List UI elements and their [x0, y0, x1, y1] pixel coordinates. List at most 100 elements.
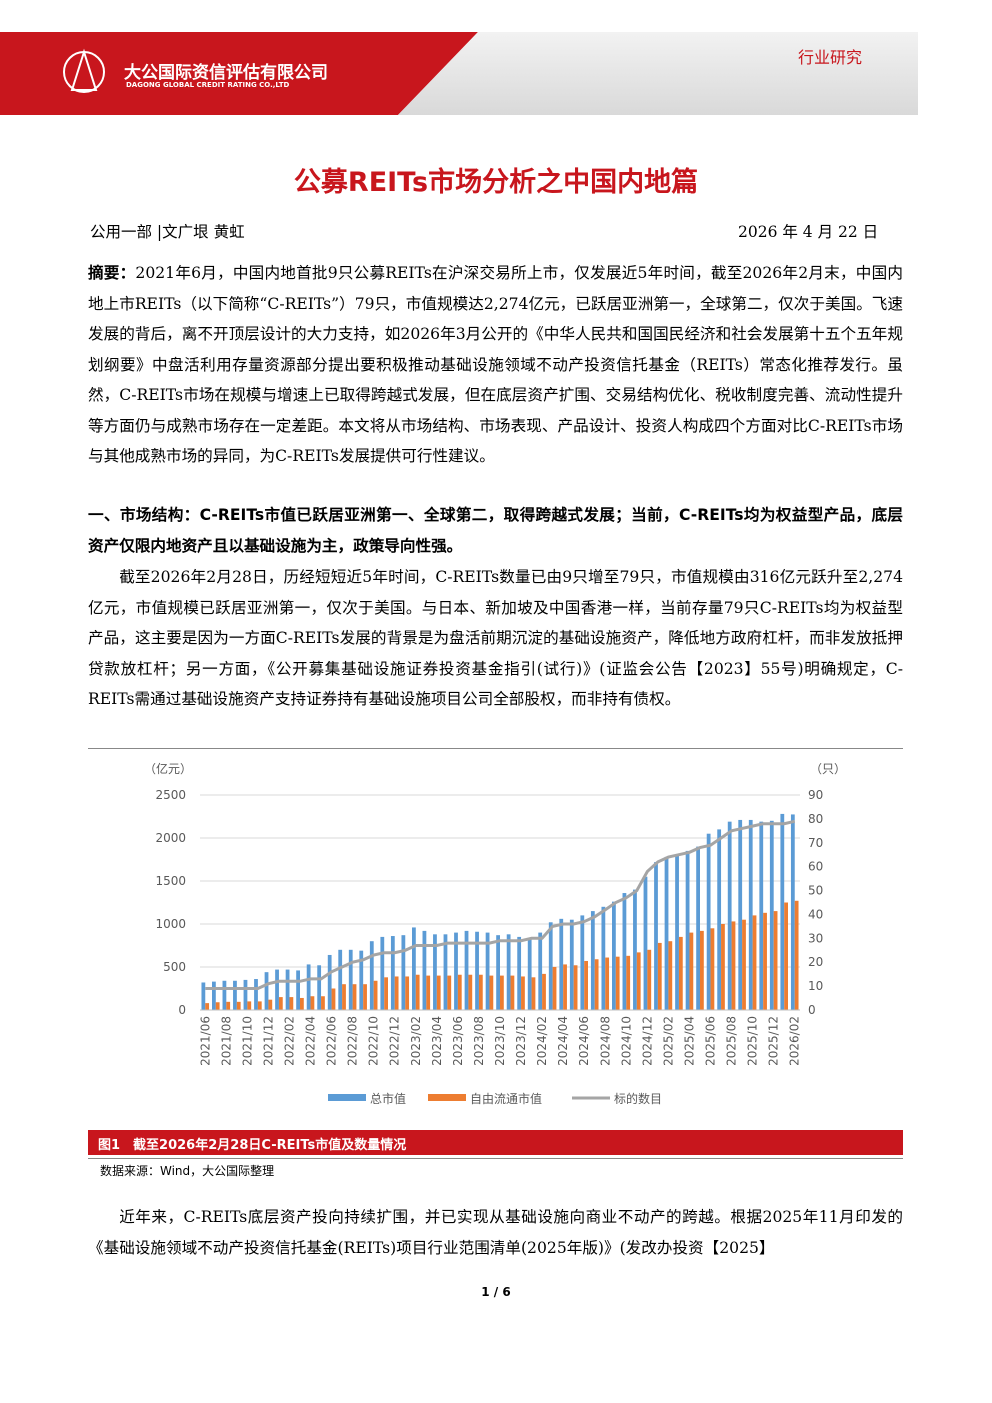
y-unit: （亿元）: [144, 761, 192, 776]
bar: [573, 965, 578, 1010]
bar: [257, 1001, 262, 1010]
bar: [485, 932, 490, 1010]
bar: [763, 912, 767, 1010]
bar: [784, 902, 788, 1010]
bar: [300, 997, 304, 1010]
x-tick-label: 2022/08: [346, 1016, 360, 1066]
bar: [580, 915, 585, 1010]
abstract: 摘要：2021年6月，中国内地首批9只公募REITs在沪深交易所上市，仅发展近5…: [88, 258, 903, 472]
bar: [401, 935, 406, 1010]
legend-label: 自由流通市值: [470, 1091, 542, 1106]
y-tick-label: 1500: [155, 874, 186, 888]
bar: [215, 1002, 220, 1010]
figure-caption: 图1 截至2026年2月28日C-REITs市值及数量情况: [98, 1138, 407, 1153]
y2-unit: （只）: [810, 762, 846, 776]
bar: [531, 977, 536, 1010]
bar: [352, 984, 357, 1010]
x-tick-label: 2024/08: [598, 1016, 612, 1066]
bar: [664, 856, 669, 1010]
bar: [626, 955, 631, 1010]
y-tick-label: 1000: [155, 917, 186, 931]
bar: [369, 941, 374, 1010]
bar: [510, 975, 515, 1010]
legend-label: 总市值: [370, 1091, 406, 1106]
bar: [584, 960, 588, 1010]
x-tick-label: 2024/04: [556, 1016, 570, 1066]
bar: [622, 893, 627, 1010]
bar: [205, 1003, 210, 1010]
bar: [285, 969, 290, 1010]
chart: （亿元） （只） 0 500 1000 1500 2000 2500 0 10 20 30 40 50 60…: [144, 761, 846, 1106]
bar: [338, 949, 343, 1010]
x-tick-label: 2022/06: [325, 1016, 339, 1066]
rule: [88, 748, 903, 749]
bar: [348, 949, 353, 1010]
x-tick-label: 2021/06: [198, 1016, 212, 1066]
bar: [306, 964, 311, 1010]
abstract-label: 摘要：: [88, 263, 136, 282]
bar: [310, 996, 315, 1010]
header-art: [0, 32, 918, 115]
bar: [436, 975, 441, 1010]
x-tick-label: 2023/12: [514, 1016, 528, 1066]
bar: [685, 850, 690, 1010]
bar: [731, 921, 736, 1010]
x-tick-label: 2022/10: [367, 1016, 381, 1066]
x-tick-label: 2025/10: [746, 1016, 760, 1066]
x-tick-label: 2023/08: [472, 1016, 486, 1066]
title: 公募REITs市场分析之中国内地篇: [293, 167, 699, 198]
bar: [615, 956, 620, 1010]
bar: [464, 930, 469, 1010]
bar: [657, 942, 662, 1010]
x-tick-label: 2023/06: [451, 1016, 465, 1066]
x-tick-label: 2024/12: [640, 1016, 654, 1066]
bar: [405, 976, 410, 1010]
bar: [590, 911, 595, 1010]
x-tick-label: 2022/04: [304, 1016, 318, 1066]
bar: [506, 934, 511, 1010]
x-tick-label: 2025/08: [725, 1016, 739, 1066]
caption-bar: [88, 1130, 903, 1155]
bar: [769, 820, 774, 1010]
x-tick-label: 2023/04: [430, 1016, 444, 1066]
y2-tick-label: 20: [808, 955, 823, 969]
legend-swatch: [328, 1094, 366, 1101]
bar: [527, 938, 532, 1010]
bar: [521, 976, 525, 1010]
bar: [394, 976, 399, 1010]
y2-tick-label: 50: [808, 884, 823, 898]
y-tick-label: 500: [163, 960, 186, 974]
bar: [264, 972, 269, 1010]
bar: [426, 975, 431, 1010]
bar: [612, 901, 616, 1010]
bar: [289, 997, 294, 1010]
bar: [647, 949, 652, 1010]
bar: [380, 936, 385, 1010]
authors: 公用一部 |文广垠 黄虹: [90, 223, 245, 241]
company-cn: 大公国际资信评估有限公司: [124, 63, 328, 83]
bar: [727, 821, 732, 1010]
page-number: 1 / 6: [481, 1285, 511, 1299]
x-tick-label: 2025/12: [767, 1016, 781, 1066]
paragraph: 截至2026年2月28日，历经短短近5年时间，C-REITs数量已由9只增至79…: [88, 568, 903, 708]
bar: [342, 984, 346, 1010]
x-tick-label: 2021/08: [219, 1016, 233, 1066]
bar: [742, 919, 746, 1010]
abstract-text: 2021年6月，中国内地首批9只公募REITs在沪深交易所上市，仅发展近5年时间…: [88, 264, 903, 465]
paragraph: 近年来，C-REITs底层资产投向持续扩围，并已实现从基础设施向商业不动产的跨越…: [88, 1208, 903, 1257]
bar: [710, 928, 715, 1010]
company-en: DAGONG GLOBAL CREDIT RATING CO.,LTD: [126, 81, 290, 89]
bar: [390, 936, 395, 1010]
y2-tick-label: 60: [808, 860, 823, 874]
bar: [759, 821, 764, 1010]
legend-label: 标的数目: [614, 1091, 662, 1106]
bar: [422, 930, 427, 1010]
bar: [222, 980, 227, 1010]
bar: [412, 927, 416, 1010]
bar: [752, 915, 757, 1010]
y2-tick-label: 40: [808, 907, 823, 921]
bar: [601, 906, 606, 1010]
x-tick-label: 2024/06: [577, 1016, 591, 1066]
bar: [496, 935, 500, 1010]
